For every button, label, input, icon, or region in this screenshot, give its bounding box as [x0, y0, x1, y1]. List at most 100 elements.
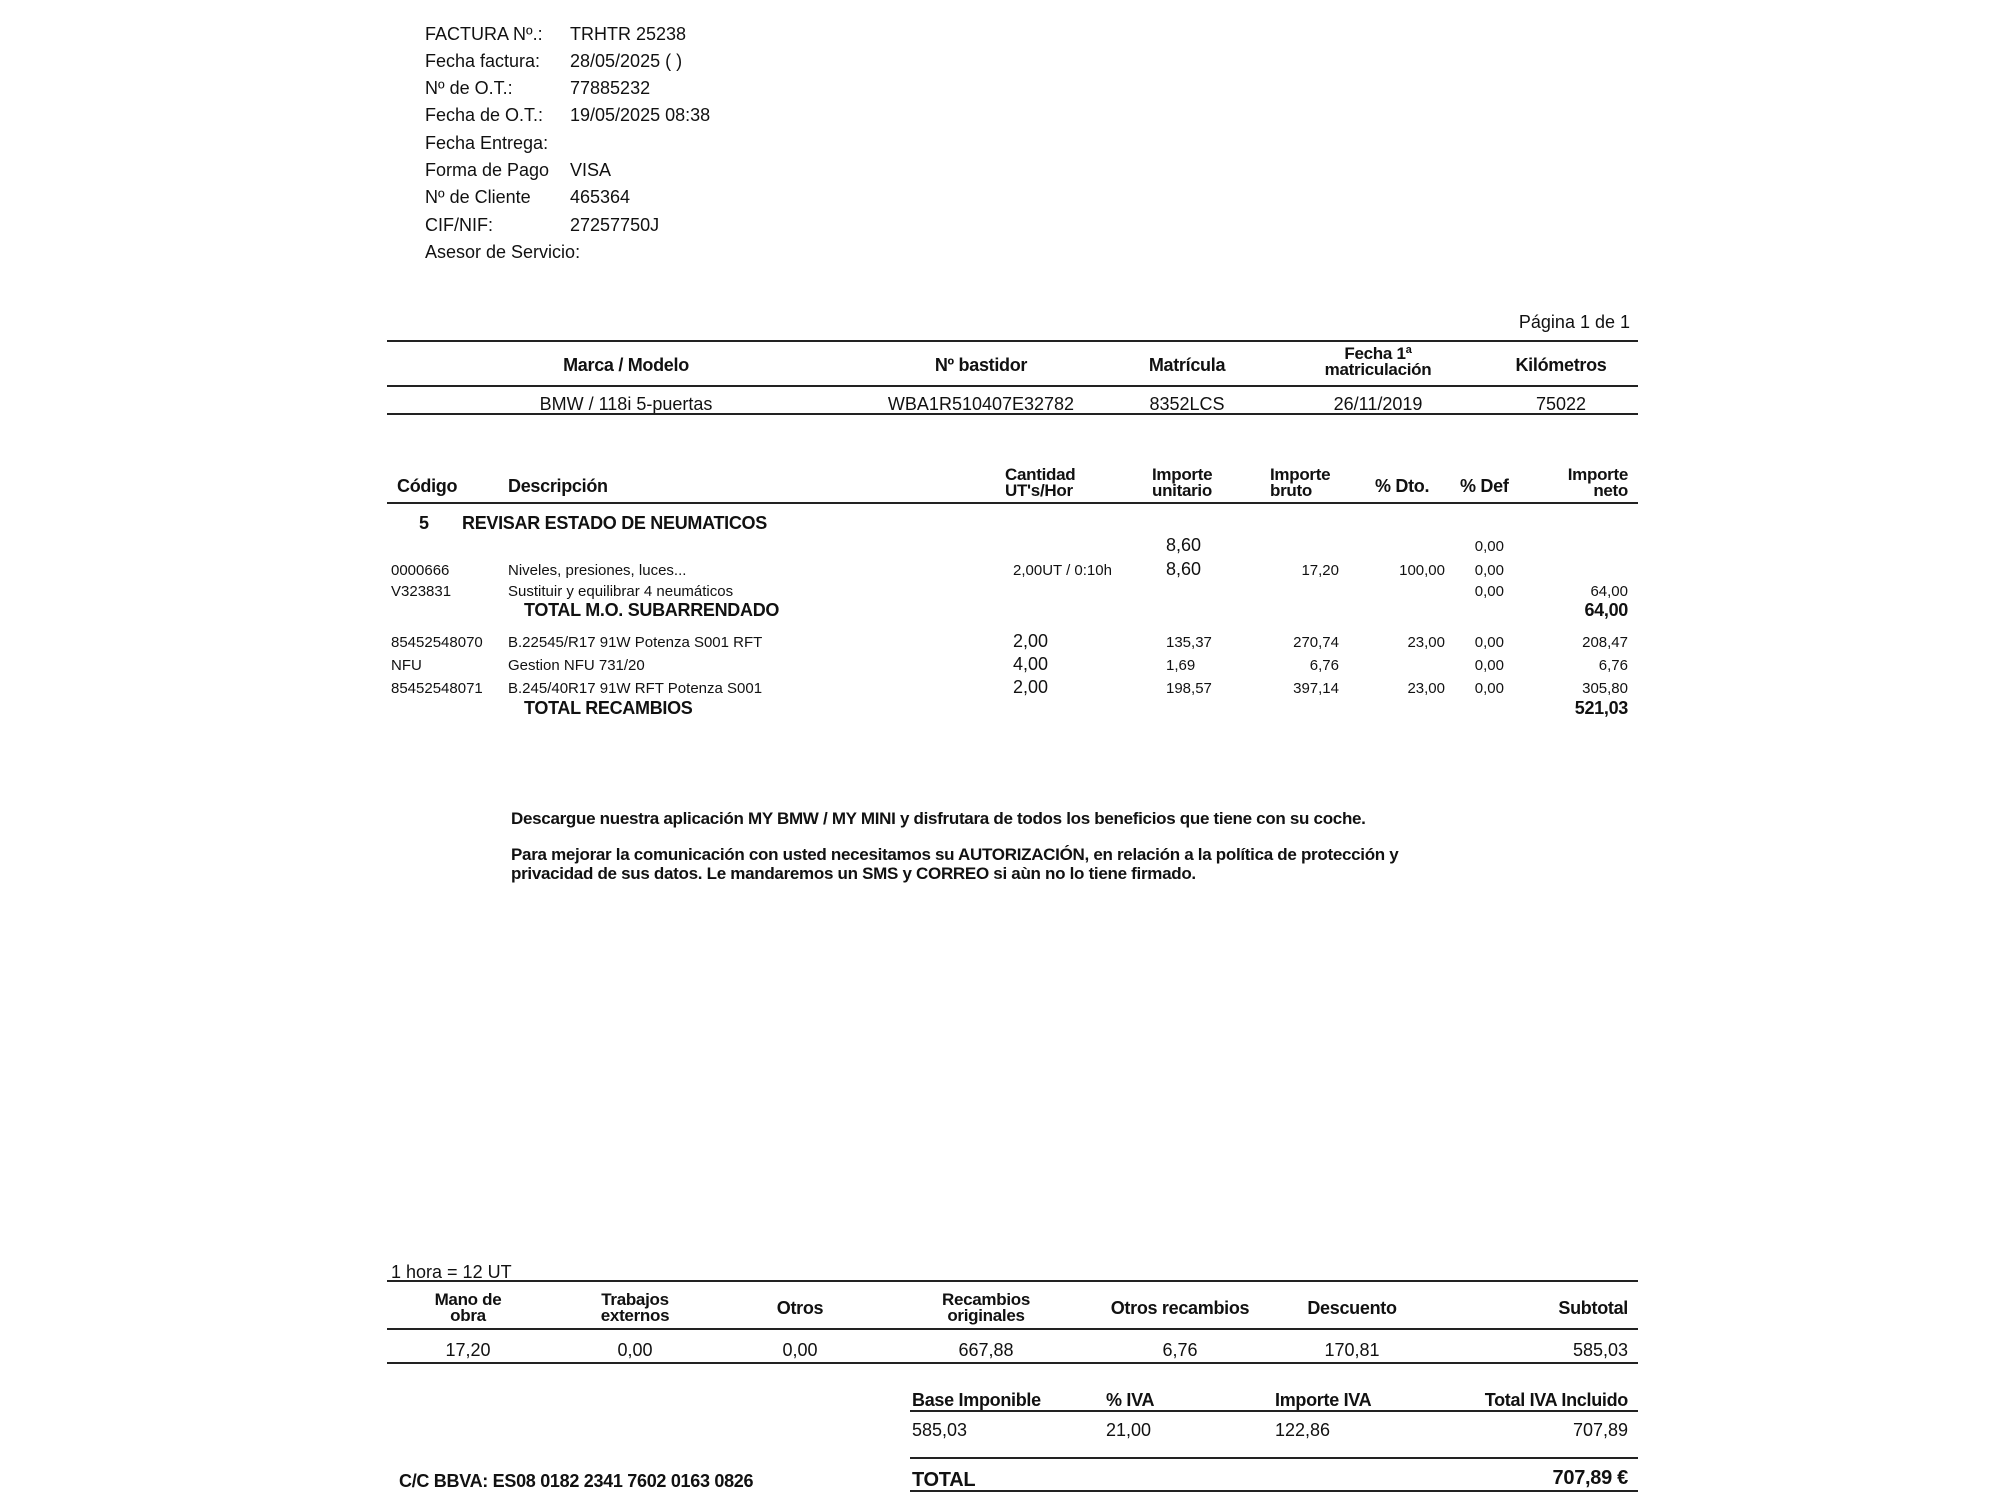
tax-value: 21,00: [1106, 1420, 1152, 1440]
item-code: 85452548071: [391, 680, 483, 697]
summary-header: Otros recambios: [1110, 1298, 1250, 1318]
summary-value: 0,00: [617, 1340, 653, 1360]
divider: [387, 1328, 1638, 1330]
vehicle-header: Nº bastidor: [934, 355, 1028, 375]
vehicle-value: 75022: [1535, 394, 1587, 414]
tax-header: % IVA: [1106, 1390, 1155, 1410]
bank-account: C/C BBVA: ES08 0182 2341 7602 0163 0826: [399, 1471, 754, 1491]
group-title: REVISAR ESTADO DE NEUMATICOS: [462, 513, 767, 533]
item-quantity: 4,00: [1013, 654, 1049, 674]
field-value: 27257750J: [570, 215, 660, 235]
item-unit-price: 1,69: [1166, 657, 1196, 674]
item-def: 0,00: [1474, 657, 1504, 674]
divider: [387, 1280, 1638, 1282]
page-number: Página 1 de 1: [1518, 312, 1630, 332]
item-gross: 397,14: [1293, 680, 1339, 697]
item-quantity: 2,00: [1013, 631, 1049, 651]
col-header-code: Código: [397, 476, 458, 496]
col-header-unit-price: Importe unitario: [1152, 465, 1213, 500]
summary-value: 17,20: [445, 1340, 491, 1360]
summary-header: Otros: [776, 1298, 824, 1318]
divider: [387, 413, 1638, 415]
item-unit-price: 198,57: [1166, 680, 1212, 697]
app-message: Descargue nuestra aplicación MY BMW / MY…: [511, 809, 1366, 828]
item-unit-price: 8,60: [1166, 535, 1202, 555]
vehicle-value: 26/11/2019: [1333, 394, 1423, 414]
total-value: 707,89 €: [1552, 1467, 1629, 1489]
col-header-description: Descripción: [508, 476, 608, 496]
col-header-discount: % Dto.: [1375, 476, 1430, 496]
summary-value: 585,03: [1572, 1340, 1628, 1360]
vehicle-header: Marca / Modelo: [563, 355, 689, 375]
item-def: 0,00: [1474, 538, 1504, 555]
field-label: FACTURA Nº.:: [425, 24, 543, 44]
item-code: NFU: [391, 657, 422, 674]
field-value: 465364: [570, 187, 631, 207]
item-quantity: 2,00UT / 0:10h: [1013, 562, 1112, 579]
item-gross: 6,76: [1309, 657, 1339, 674]
col-header-net: Importe neto: [1567, 465, 1629, 500]
total-label: TOTAL: [912, 1469, 976, 1491]
field-value: TRHTR 25238: [570, 24, 687, 44]
field-value: 28/05/2025 ( ): [570, 51, 683, 71]
vehicle-header: Fecha 1ª matriculación: [1324, 344, 1432, 379]
vehicle-value: BMW / 118i 5-puertas: [539, 394, 713, 414]
field-label: Nº de Cliente: [425, 187, 531, 207]
divider: [910, 1457, 1638, 1459]
vehicle-value: WBA1R510407E32782: [887, 394, 1075, 414]
item-description: B.245/40R17 91W RFT Potenza S001: [508, 680, 763, 697]
summary-header: Mano de obra: [434, 1290, 502, 1325]
group-number: 5: [419, 513, 429, 533]
item-unit-price: 135,37: [1166, 634, 1212, 651]
tax-value: 122,86: [1275, 1420, 1331, 1440]
vehicle-value: 8352LCS: [1149, 394, 1225, 414]
tax-value: 707,89: [1572, 1420, 1628, 1440]
summary-value: 0,00: [782, 1340, 818, 1360]
field-label: Asesor de Servicio:: [425, 242, 581, 262]
subtotal-label: TOTAL M.O. SUBARRENDADO: [524, 600, 780, 620]
summary-value: 170,81: [1324, 1340, 1380, 1360]
field-value: 19/05/2025 08:38: [570, 105, 711, 125]
item-description: B.22545/R17 91W Potenza S001 RFT: [508, 634, 763, 651]
summary-header: Recambios originales: [941, 1290, 1031, 1325]
divider: [910, 1490, 1638, 1492]
divider: [387, 340, 1638, 342]
summary-header: Trabajos externos: [600, 1290, 670, 1325]
item-net: 208,47: [1582, 634, 1628, 651]
field-value: 77885232: [570, 78, 651, 98]
ut-note: 1 hora = 12 UT: [391, 1262, 512, 1282]
divider: [387, 502, 1638, 504]
item-def: 0,00: [1474, 680, 1504, 697]
item-net: 305,80: [1582, 680, 1628, 697]
summary-value: 667,88: [958, 1340, 1014, 1360]
item-discount: 100,00: [1399, 562, 1445, 579]
item-unit-price: 8,60: [1166, 559, 1202, 579]
subtotal-label: TOTAL RECAMBIOS: [524, 698, 693, 718]
summary-header: Subtotal: [1558, 1298, 1628, 1318]
item-code: V323831: [391, 583, 452, 600]
vehicle-header: Kilómetros: [1515, 355, 1607, 375]
field-label: Nº de O.T.:: [425, 78, 513, 98]
col-header-quantity: Cantidad UT's/Hor: [1005, 465, 1076, 500]
item-discount: 23,00: [1407, 680, 1445, 697]
field-label: Fecha de O.T.:: [425, 105, 544, 125]
tax-header: Base Imponible: [912, 1390, 1041, 1410]
item-discount: 23,00: [1407, 634, 1445, 651]
item-description: Sustituir y equilibrar 4 neumáticos: [508, 583, 734, 600]
field-label: Fecha Entrega:: [425, 133, 549, 153]
item-code: 0000666: [391, 562, 450, 579]
subtotal-value: 521,03: [1574, 698, 1629, 718]
summary-header: Descuento: [1307, 1298, 1397, 1318]
field-label: Fecha factura:: [425, 51, 541, 71]
field-label: Forma de Pago: [425, 160, 550, 180]
tax-header: Total IVA Incluido: [1484, 1390, 1629, 1410]
subtotal-value: 64,00: [1584, 600, 1628, 620]
item-net: 64,00: [1590, 583, 1628, 600]
item-def: 0,00: [1474, 583, 1504, 600]
item-def: 0,00: [1474, 562, 1504, 579]
item-net: 6,76: [1598, 657, 1628, 674]
col-header-gross: Importe bruto: [1270, 465, 1331, 500]
divider: [387, 1362, 1638, 1364]
item-def: 0,00: [1474, 634, 1504, 651]
divider: [387, 385, 1638, 387]
